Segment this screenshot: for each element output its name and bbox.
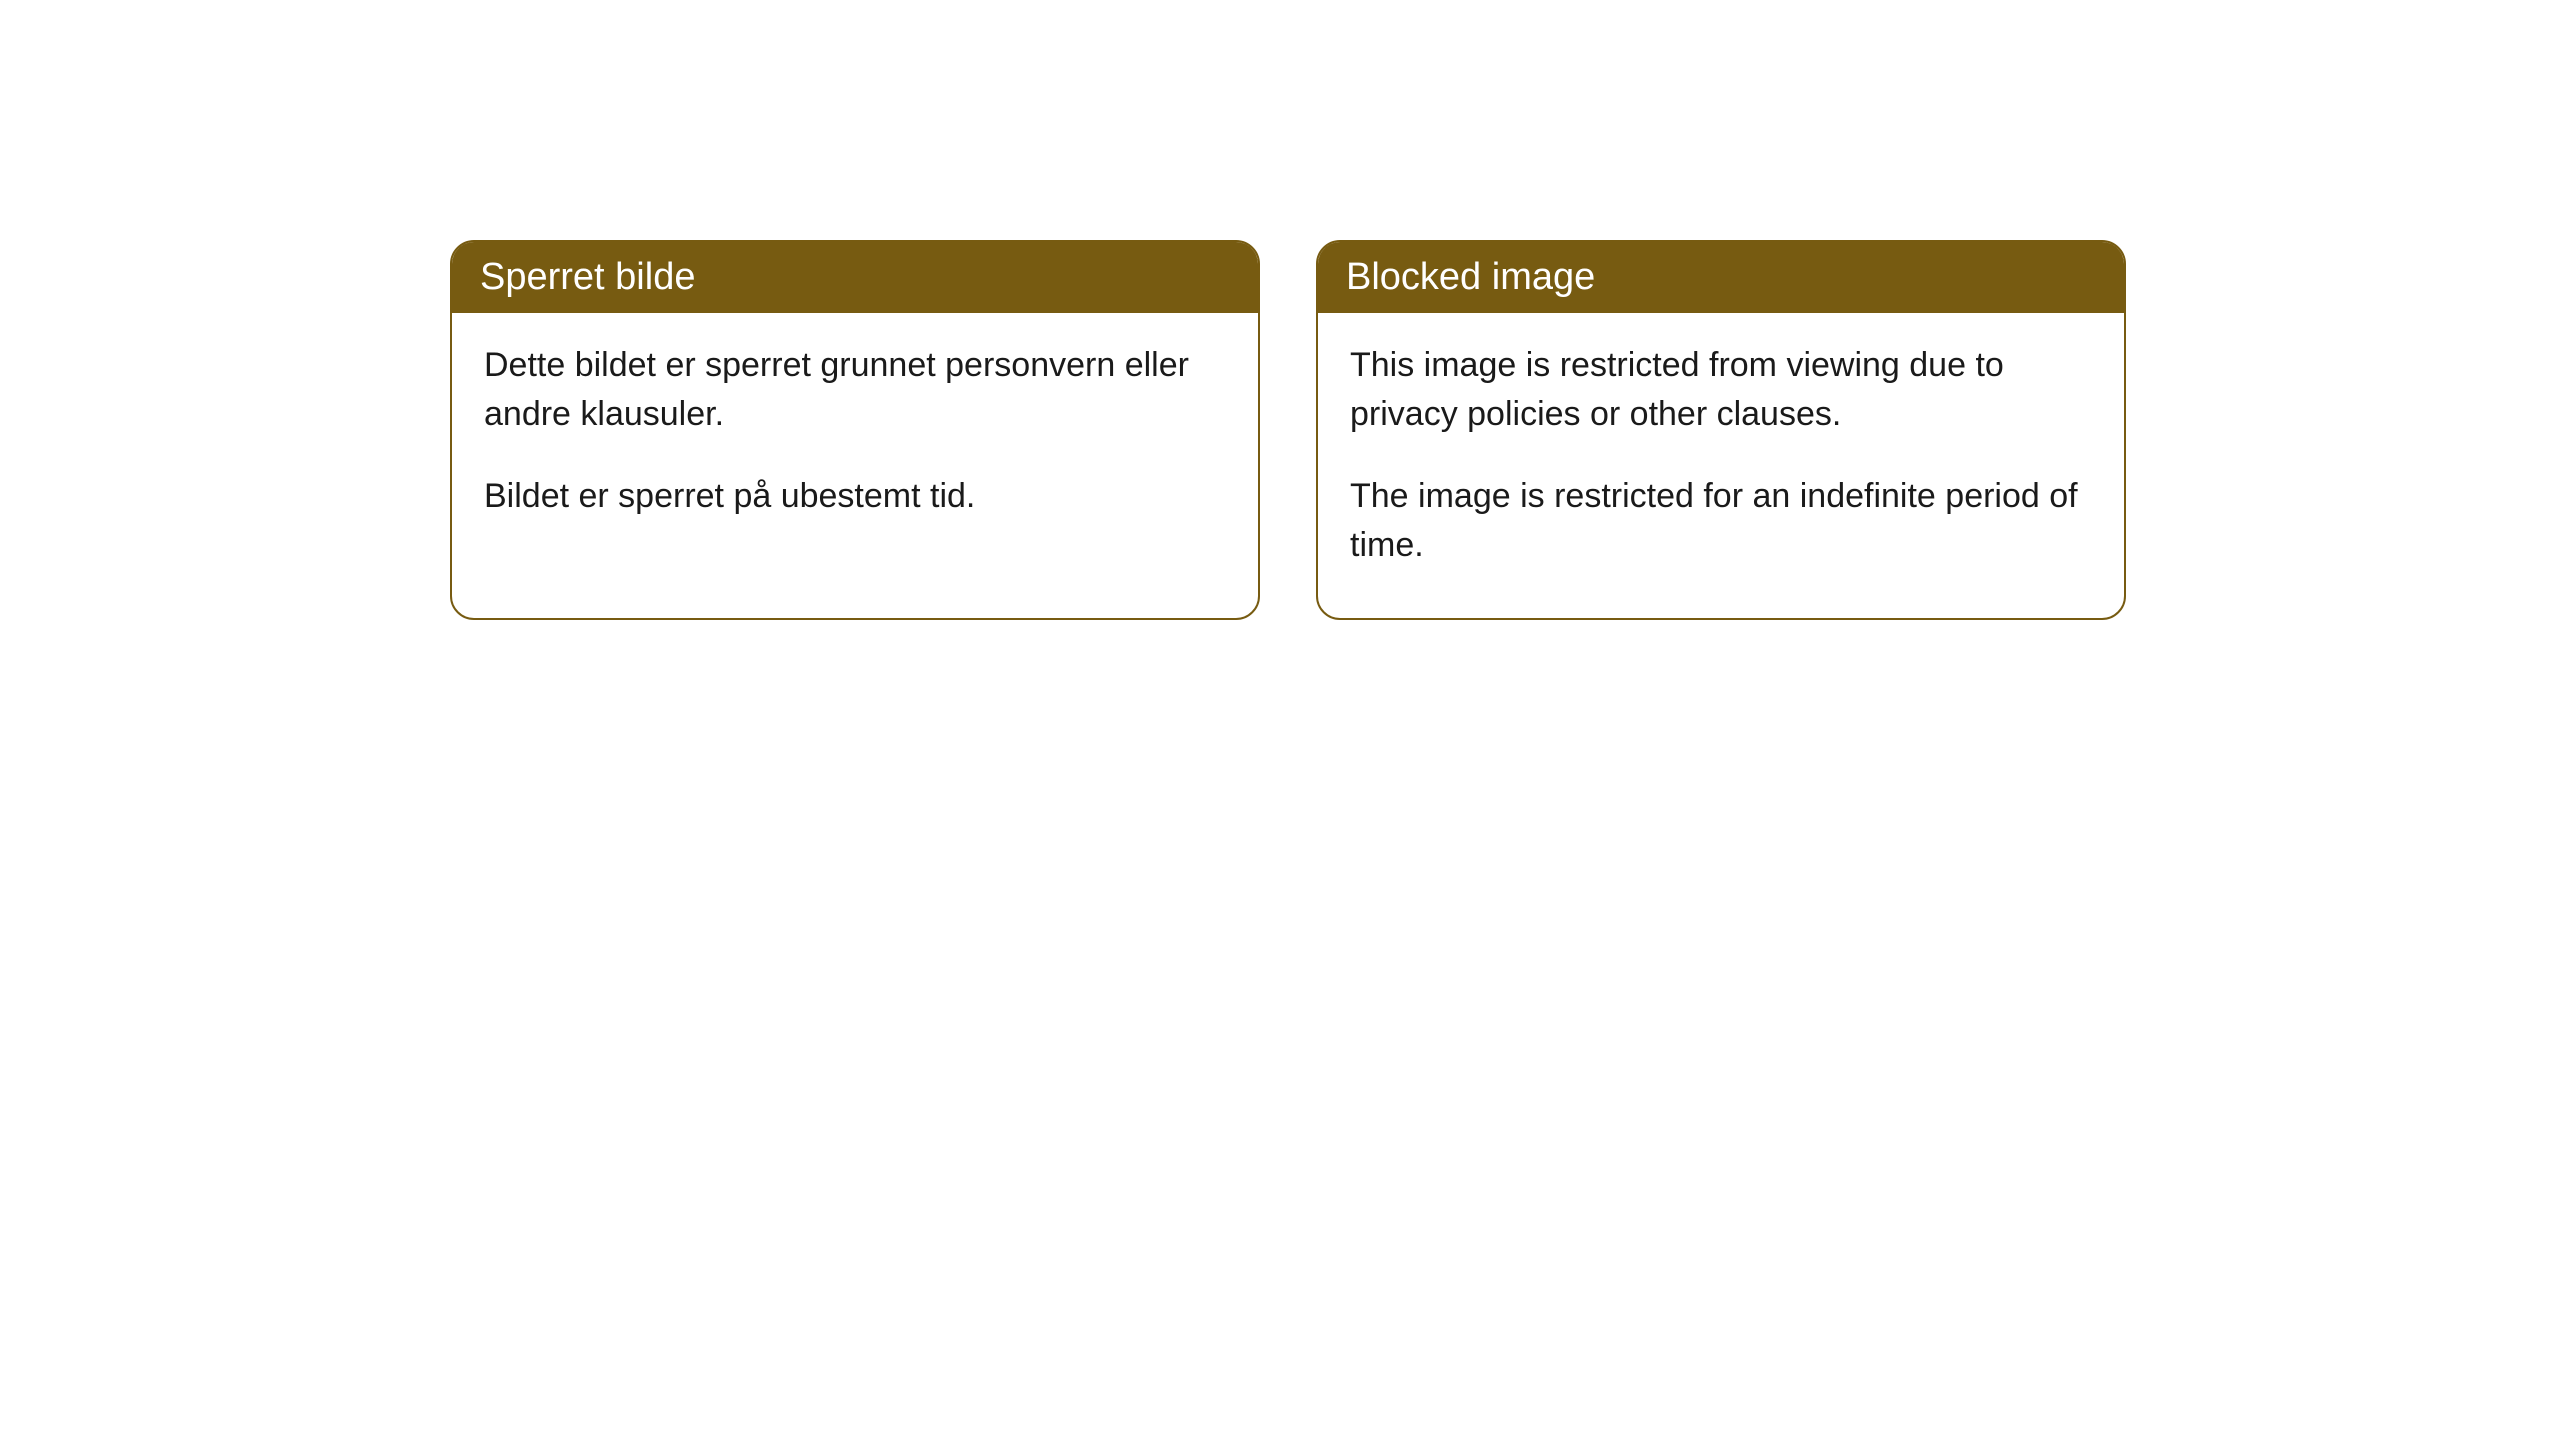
card-para1: Dette bildet er sperret grunnet personve… [484,341,1226,440]
card-body-norwegian: Dette bildet er sperret grunnet personve… [452,313,1258,569]
card-para2: The image is restricted for an indefinit… [1350,472,2092,571]
card-title: Sperret bilde [480,256,695,298]
card-header-norwegian: Sperret bilde [452,242,1258,313]
card-para2: Bildet er sperret på ubestemt tid. [484,472,1226,521]
card-norwegian: Sperret bilde Dette bildet er sperret gr… [450,240,1260,620]
card-header-english: Blocked image [1318,242,2124,313]
card-body-english: This image is restricted from viewing du… [1318,313,2124,618]
card-para1: This image is restricted from viewing du… [1350,341,2092,440]
card-english: Blocked image This image is restricted f… [1316,240,2126,620]
cards-container: Sperret bilde Dette bildet er sperret gr… [450,240,2560,620]
card-title: Blocked image [1346,256,1595,298]
